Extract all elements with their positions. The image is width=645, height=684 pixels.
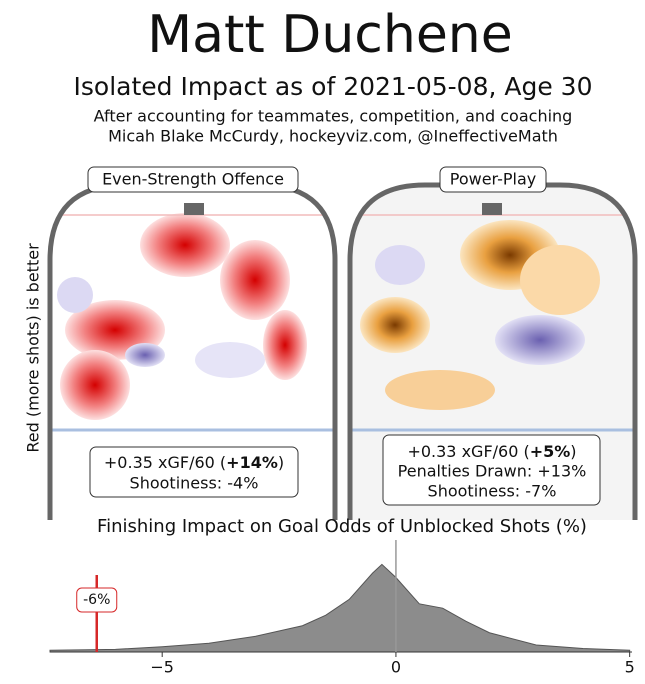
side-label: Red (more shots) is better bbox=[24, 243, 43, 453]
note: After accounting for teammates, competit… bbox=[94, 107, 573, 126]
panel-title-box bbox=[87, 166, 299, 193]
stat-line: +0.35 xGF/60 (+14%) bbox=[104, 453, 284, 472]
stat-text: ) bbox=[570, 442, 576, 461]
credit: Micah Blake McCurdy, hockeyviz.com, @Ine… bbox=[108, 127, 558, 146]
stat-line: Penalties Drawn: +13% bbox=[398, 462, 587, 481]
stat-text: ) bbox=[278, 453, 284, 472]
marker-label: -6% bbox=[83, 592, 110, 608]
panel-title-box bbox=[439, 166, 547, 193]
stat-line: Shootiness: -4% bbox=[130, 474, 259, 493]
stat-line: Shootiness: -7% bbox=[428, 482, 557, 501]
stat-bold: +5% bbox=[530, 442, 571, 461]
subtitle: Isolated Impact as of 2021-05-08, Age 30 bbox=[74, 72, 593, 101]
stat-bold: +14% bbox=[226, 453, 278, 472]
stat-text: +0.35 xGF/60 ( bbox=[104, 453, 226, 472]
x-tick-label: 0 bbox=[391, 658, 401, 677]
x-tick-label: 5 bbox=[625, 658, 635, 677]
stat-text: +0.33 xGF/60 ( bbox=[407, 442, 529, 461]
stat-box bbox=[89, 446, 299, 498]
marker-box bbox=[76, 587, 118, 613]
density-title: Finishing Impact on Goal Odds of Unblock… bbox=[97, 516, 587, 537]
title: Matt Duchene bbox=[147, 5, 513, 65]
panel-title: Power-Play bbox=[450, 170, 537, 189]
stat-box bbox=[382, 434, 601, 506]
panel-title: Even-Strength Offence bbox=[102, 170, 284, 189]
density-area bbox=[49, 563, 631, 653]
x-tick-label: −5 bbox=[150, 658, 174, 677]
stat-line: +0.33 xGF/60 (+5%) bbox=[407, 442, 576, 461]
